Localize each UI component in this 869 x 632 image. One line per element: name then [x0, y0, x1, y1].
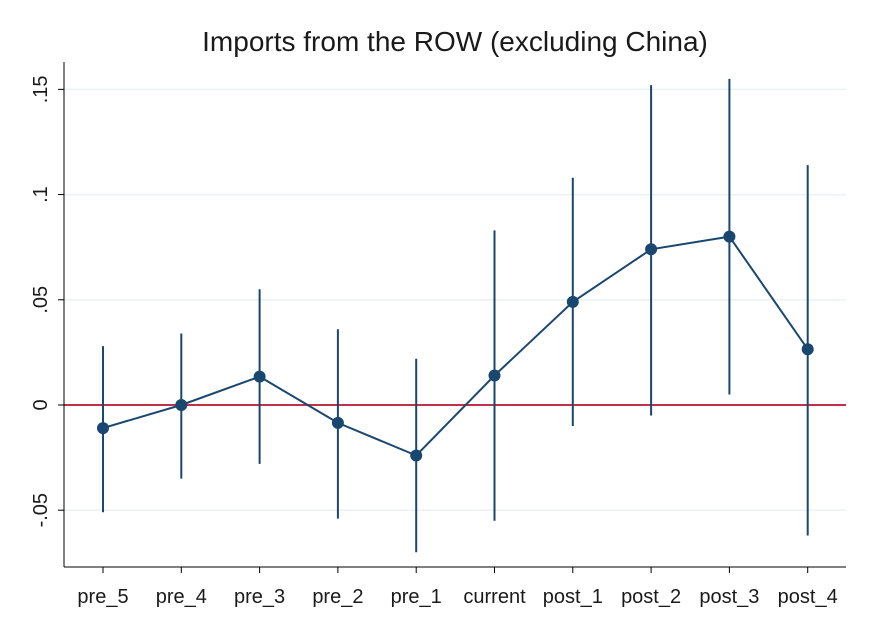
x-tick-label-current: current — [463, 586, 526, 608]
tick-labels: -.05 0 .05 .1 .15 pre_5 pre_4 pre_3 pre_2 pre_1 cu… — [30, 75, 838, 608]
estimate-point-pre_2 — [331, 416, 344, 429]
estimate-point-pre_1 — [410, 449, 423, 462]
estimate-point-pre_3 — [253, 370, 266, 383]
x-tick-label-pre_1: pre_1 — [391, 586, 442, 608]
estimate-line-layer — [102, 235, 809, 457]
y-tick-label-1: 0 — [30, 399, 52, 410]
x-tick-label-post_3: post_3 — [699, 586, 759, 608]
estimate-points — [97, 230, 814, 462]
y-tick-label-2: .05 — [30, 286, 52, 314]
y-tick-label-3: .1 — [30, 186, 52, 203]
x-tick-label-pre_2: pre_2 — [312, 586, 363, 608]
estimate-point-pre_5 — [97, 422, 109, 435]
estimate-point-post_3 — [723, 230, 736, 243]
x-tick-label-post_4: post_4 — [778, 586, 838, 608]
axes — [58, 62, 846, 573]
y-tick-label-0: -.05 — [30, 493, 52, 527]
estimate-point-post_1 — [566, 295, 579, 308]
x-tick-label-post_2: post_2 — [621, 586, 681, 608]
chart-title: Imports from the ROW (excluding China) — [202, 26, 708, 57]
x-tick-label-post_1: post_1 — [543, 586, 603, 608]
x-tick-label-pre_5: pre_5 — [77, 586, 128, 608]
x-tick-label-pre_3: pre_3 — [234, 586, 285, 608]
estimate-line — [102, 235, 809, 457]
estimate-point-post_2 — [645, 243, 658, 256]
estimate-point-current — [488, 369, 501, 382]
x-tick-label-pre_4: pre_4 — [156, 586, 207, 608]
estimate-point-post_4 — [801, 343, 814, 356]
y-tick-label-4: .15 — [30, 75, 52, 103]
estimate-point-pre_4 — [175, 398, 188, 411]
